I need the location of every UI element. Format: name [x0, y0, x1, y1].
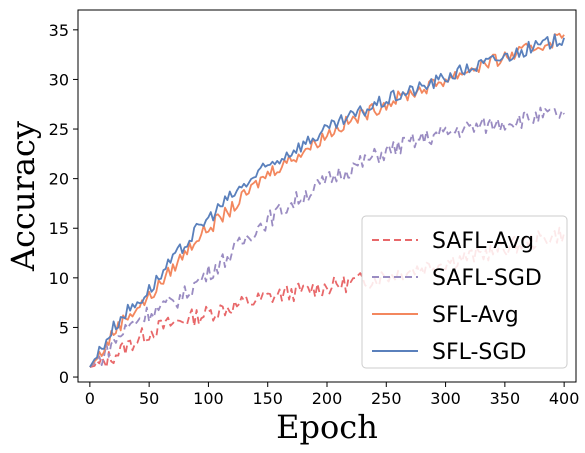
y-tick-label: 35	[49, 21, 69, 40]
y-tick-label: 25	[49, 120, 69, 139]
x-tick-label: 0	[85, 389, 95, 408]
series-line-sfl-avg	[89, 32, 565, 368]
legend-label-safl-avg: SAFL-Avg	[432, 229, 534, 254]
series-layer	[89, 32, 565, 369]
x-tick-label: 250	[371, 389, 402, 408]
x-axis-ticks: 0 50 100 150 200 250 300 350 400	[85, 382, 580, 408]
y-axis-ticks: 0 5 10 15 20 25 30 35	[49, 21, 78, 387]
y-axis-title: Accuracy	[4, 121, 42, 272]
x-tick-label: 350	[490, 389, 521, 408]
series-line-safl-avg	[89, 226, 565, 369]
y-tick-label: 15	[49, 219, 69, 238]
legend-label-safl-sgd: SAFL-SGD	[432, 266, 542, 291]
x-tick-label: 100	[193, 389, 224, 408]
x-tick-label: 150	[252, 389, 283, 408]
series-line-sfl-sgd	[89, 33, 565, 368]
x-tick-label: 300	[430, 389, 461, 408]
legend: SAFL-Avg SAFL-SGD SFL-Avg SFL-SGD	[361, 215, 568, 369]
y-tick-label: 30	[49, 70, 69, 89]
x-tick-label: 50	[139, 389, 159, 408]
y-tick-label: 0	[59, 368, 69, 387]
x-axis-title: Epoch	[276, 408, 378, 446]
legend-label-sfl-sgd: SFL-SGD	[432, 340, 526, 365]
legend-box	[361, 215, 568, 369]
legend-label-sfl-avg: SFL-Avg	[432, 303, 519, 328]
x-tick-label: 400	[549, 389, 580, 408]
y-tick-label: 10	[49, 269, 69, 288]
x-tick-label: 200	[312, 389, 343, 408]
series-line-safl-sgd	[89, 106, 565, 368]
y-tick-label: 20	[49, 170, 69, 189]
y-tick-label: 5	[59, 318, 69, 337]
